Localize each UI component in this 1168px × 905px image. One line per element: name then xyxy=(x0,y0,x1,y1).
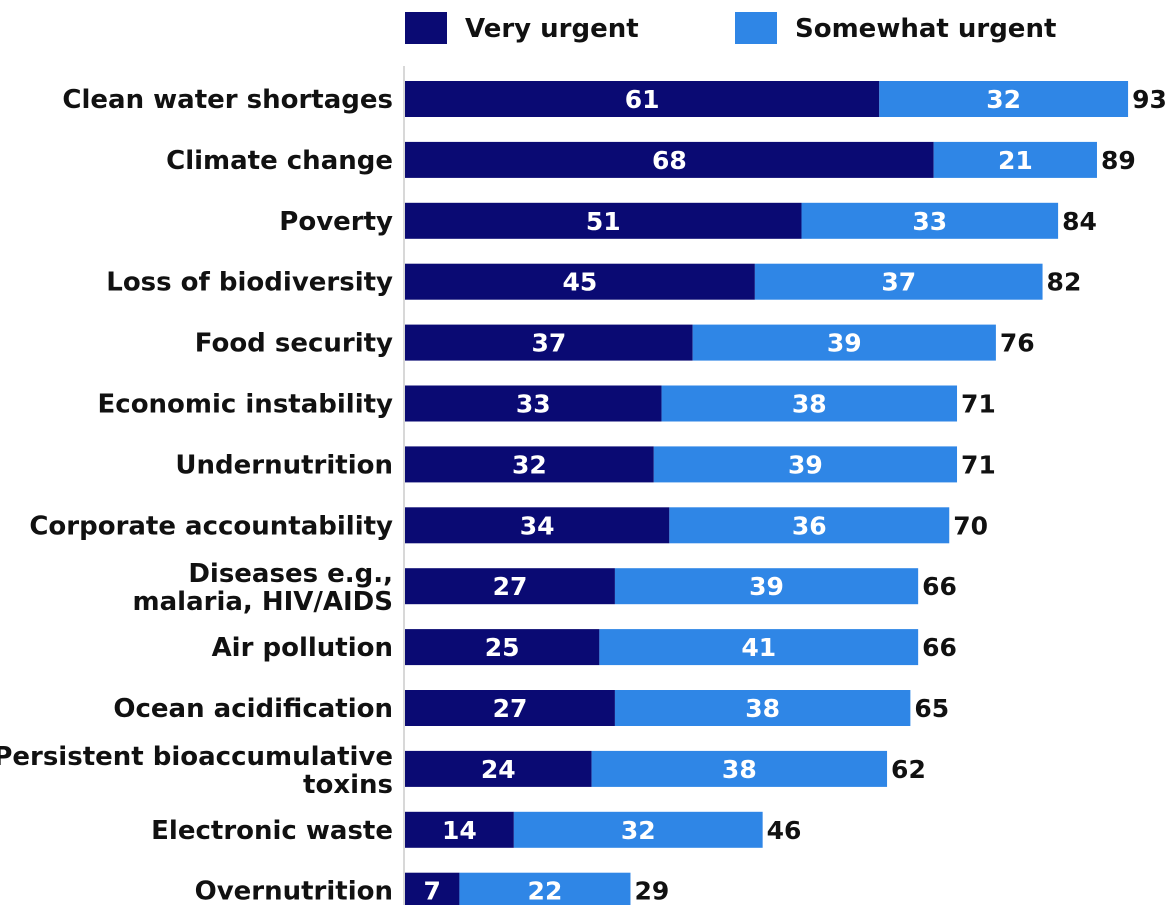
bar-segment-somewhat-urgent xyxy=(661,385,958,422)
category-label: Poverty xyxy=(279,207,393,237)
category-label: Food security xyxy=(195,329,393,359)
total-label: 29 xyxy=(634,877,669,905)
bar-segment-very-urgent xyxy=(405,872,460,905)
data-label-somewhat-urgent: 32 xyxy=(621,816,656,845)
bar-segment-very-urgent xyxy=(405,446,654,483)
bar-segment-very-urgent xyxy=(405,141,934,178)
bar-segment-very-urgent xyxy=(405,385,662,422)
data-label-somewhat-urgent: 22 xyxy=(528,877,563,905)
legend-label-0: Very urgent xyxy=(465,14,639,44)
data-label-somewhat-urgent: 37 xyxy=(881,268,916,297)
bar-segment-somewhat-urgent xyxy=(653,446,958,483)
bar-segment-very-urgent xyxy=(405,507,670,544)
bar-segment-very-urgent xyxy=(405,263,755,300)
category-label: Corporate accountability xyxy=(29,511,393,541)
bar-segment-very-urgent xyxy=(405,750,592,787)
category-label: Overnutrition xyxy=(195,877,393,905)
total-label: 66 xyxy=(922,633,957,662)
bar-segment-very-urgent xyxy=(405,568,615,605)
bar-segment-somewhat-urgent xyxy=(879,81,1129,117)
category-label-line: malaria, HIV/AIDS xyxy=(133,587,393,617)
total-label: 93 xyxy=(1132,85,1167,114)
total-label: 62 xyxy=(891,755,926,784)
data-label-somewhat-urgent: 32 xyxy=(986,85,1021,114)
bar-segment-somewhat-urgent xyxy=(459,872,631,905)
total-label: 66 xyxy=(922,572,957,601)
category-label: Air pollution xyxy=(212,633,393,663)
legend-swatch-1 xyxy=(735,12,777,44)
total-label: 82 xyxy=(1047,268,1082,297)
data-label-very-urgent: 45 xyxy=(563,268,598,297)
category-label-line: toxins xyxy=(303,770,393,800)
bar-segment-very-urgent xyxy=(405,811,514,848)
bar-segment-somewhat-urgent xyxy=(933,141,1097,178)
data-label-very-urgent: 14 xyxy=(442,816,477,845)
total-label: 70 xyxy=(953,511,988,540)
legend-label-1: Somewhat urgent xyxy=(795,14,1056,44)
total-label: 76 xyxy=(1000,329,1035,358)
category-label: Ocean acidification xyxy=(113,694,393,724)
total-label: 71 xyxy=(961,450,996,479)
data-label-somewhat-urgent: 39 xyxy=(827,329,862,358)
bar-segment-very-urgent xyxy=(405,324,693,361)
category-label: Clean water shortages xyxy=(62,85,393,115)
data-label-somewhat-urgent: 38 xyxy=(792,390,827,419)
data-label-very-urgent: 25 xyxy=(485,633,520,662)
category-label: Persistent bioaccumulative toxins xyxy=(0,742,393,800)
data-label-very-urgent: 32 xyxy=(512,450,547,479)
data-label-somewhat-urgent: 38 xyxy=(745,694,780,723)
data-label-somewhat-urgent: 36 xyxy=(792,511,827,540)
bar-segment-somewhat-urgent xyxy=(801,202,1059,239)
bar-segment-very-urgent xyxy=(405,202,802,239)
data-label-very-urgent: 61 xyxy=(625,85,660,114)
legend-swatch-0 xyxy=(405,12,447,44)
data-label-very-urgent: 27 xyxy=(493,572,528,601)
data-label-very-urgent: 34 xyxy=(520,511,555,540)
data-label-very-urgent: 27 xyxy=(493,694,528,723)
data-label-somewhat-urgent: 21 xyxy=(998,146,1033,175)
data-label-somewhat-urgent: 39 xyxy=(788,450,823,479)
bar-segment-somewhat-urgent xyxy=(692,324,996,361)
data-label-very-urgent: 33 xyxy=(516,390,551,419)
category-label: Electronic waste xyxy=(151,816,393,846)
category-label: Diseases e.g., malaria, HIV/AIDS xyxy=(133,559,393,617)
bar-segment-very-urgent xyxy=(405,690,615,726)
bar-segment-somewhat-urgent xyxy=(614,568,919,605)
data-label-somewhat-urgent: 39 xyxy=(749,572,784,601)
data-label-very-urgent: 51 xyxy=(586,207,621,236)
category-label: Undernutrition xyxy=(175,450,393,480)
bar-segment-very-urgent xyxy=(405,81,880,117)
bar-segment-somewhat-urgent xyxy=(669,507,950,544)
category-label: Climate change xyxy=(166,146,393,176)
data-label-somewhat-urgent: 41 xyxy=(741,633,776,662)
data-label-very-urgent: 24 xyxy=(481,755,516,784)
data-label-very-urgent: 37 xyxy=(531,329,566,358)
total-label: 46 xyxy=(767,816,802,845)
bar-segment-somewhat-urgent xyxy=(599,629,919,666)
total-label: 89 xyxy=(1101,146,1136,175)
data-label-somewhat-urgent: 38 xyxy=(722,755,757,784)
category-label: Loss of biodiversity xyxy=(106,268,393,298)
data-label-very-urgent: 7 xyxy=(424,877,441,905)
category-label-line: Diseases e.g., xyxy=(188,559,393,589)
data-label-very-urgent: 68 xyxy=(652,146,687,175)
bar-segment-somewhat-urgent xyxy=(614,690,911,726)
total-label: 71 xyxy=(961,390,996,419)
bar-segment-somewhat-urgent xyxy=(591,750,888,787)
total-label: 65 xyxy=(914,694,949,723)
bar-segment-somewhat-urgent xyxy=(513,811,763,848)
bar-segment-very-urgent xyxy=(405,629,600,666)
data-label-somewhat-urgent: 33 xyxy=(912,207,947,236)
bar-segment-somewhat-urgent xyxy=(754,263,1043,300)
total-label: 84 xyxy=(1062,207,1097,236)
category-label: Economic instability xyxy=(98,390,394,420)
category-label-line: Persistent bioaccumulative xyxy=(0,742,393,772)
